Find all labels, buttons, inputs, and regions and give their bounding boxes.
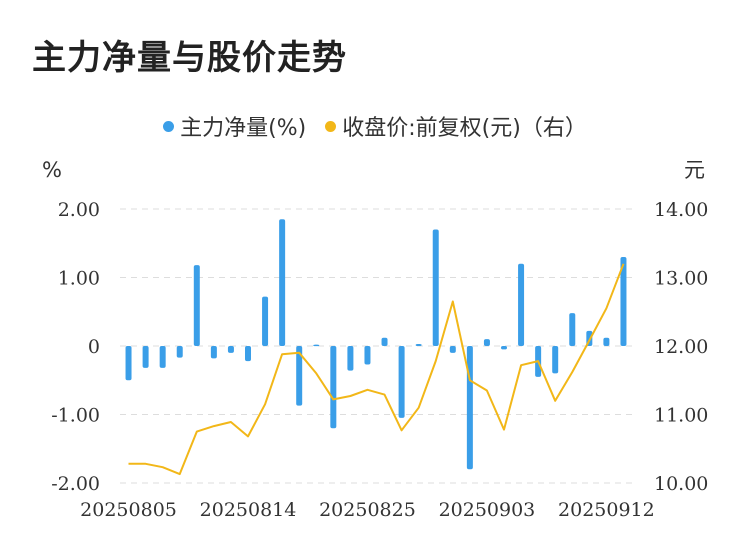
bar (347, 346, 354, 371)
x-tick-label: 20250903 (439, 499, 536, 521)
bar (330, 346, 337, 429)
grid-lines (120, 208, 632, 484)
left-tick-label: 0 (88, 336, 100, 358)
right-tick-label: 12.00 (654, 336, 708, 358)
x-tick-label: 20250805 (80, 499, 177, 521)
bar (552, 346, 559, 374)
bar (569, 313, 576, 346)
chart-title: 主力净量与股价走势 (32, 38, 347, 78)
bar (245, 346, 251, 362)
bar (415, 343, 422, 346)
right-tick-label: 11.00 (654, 405, 708, 427)
line-series (128, 263, 625, 476)
legend: 主力净量(%) 收盘价:前复权(元)（右） (0, 110, 750, 142)
bar (398, 346, 405, 418)
bar (466, 346, 473, 470)
x-tick-label: 20250825 (319, 499, 416, 521)
bar (279, 219, 286, 346)
bar (227, 346, 234, 353)
bar (193, 265, 200, 346)
bar (381, 337, 388, 346)
bar (432, 229, 439, 346)
bar (364, 346, 371, 365)
left-tick-label: 1.00 (58, 268, 100, 290)
right-tick-label: 13.00 (654, 268, 708, 290)
bar (176, 346, 183, 358)
legend-dot-icon (325, 120, 337, 132)
legend-item-net-volume[interactable]: 主力净量(%) (163, 110, 306, 142)
bar (501, 346, 507, 350)
legend-item-close-price[interactable]: 收盘价:前复权(元)（右） (325, 110, 587, 142)
price-line (128, 263, 625, 476)
left-tick-label: 2.00 (58, 199, 100, 221)
bar (313, 344, 320, 347)
bar (159, 346, 166, 368)
bar (296, 346, 303, 406)
bar-series (125, 219, 627, 470)
x-tick-label: 20250814 (200, 499, 297, 521)
right-tick-label: 14.00 (654, 199, 708, 221)
right-tick-label: 10.00 (654, 473, 708, 495)
x-tick-label: 20250912 (558, 499, 655, 521)
legend-label: 收盘价:前复权(元)（右） (342, 116, 587, 141)
bar (142, 346, 149, 368)
left-tick-label: -1.00 (51, 405, 100, 427)
right-axis-unit: 元 (684, 158, 705, 182)
bar (210, 346, 217, 359)
bar (262, 296, 269, 346)
right-axis-ticks: 14.00 13.00 12.00 11.00 10.00 (654, 199, 708, 495)
x-axis-ticks: 20250805 20250814 20250825 20250903 20250912 (80, 499, 655, 521)
bar (620, 256, 627, 346)
bar (603, 337, 610, 346)
legend-label: 主力净量(%) (180, 116, 307, 141)
legend-dot-icon (163, 120, 175, 132)
left-tick-label: -2.00 (51, 473, 100, 495)
bar (449, 346, 456, 353)
left-axis-unit: % (42, 158, 62, 182)
bar (125, 346, 132, 381)
bar (518, 263, 525, 346)
bar (483, 339, 490, 346)
left-axis-ticks: 2.00 1.00 0 -1.00 -2.00 (51, 199, 100, 495)
